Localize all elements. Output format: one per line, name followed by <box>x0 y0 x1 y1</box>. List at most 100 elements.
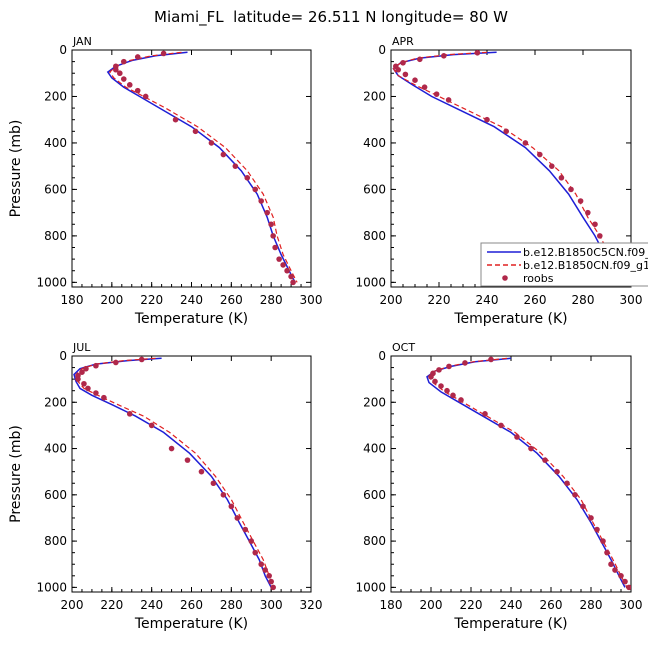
obs-point <box>270 233 276 239</box>
obs-point <box>258 561 265 568</box>
obs-point <box>572 492 578 498</box>
obs-point <box>421 84 428 90</box>
obs-point <box>280 262 286 268</box>
x-axis-label: Temperature (K) <box>453 311 567 327</box>
obs-point <box>83 365 89 372</box>
obs-point <box>484 116 490 123</box>
legend-label: roobs <box>523 272 554 285</box>
obs-point <box>612 567 618 573</box>
x-tick-label: 180 <box>61 293 84 307</box>
obs-point <box>604 549 610 556</box>
y-tick-label: 200 <box>363 89 386 103</box>
obs-point <box>432 378 438 385</box>
x-tick-label: 260 <box>220 293 243 307</box>
x-tick-label: 220 <box>140 293 163 307</box>
y-tick-label: 400 <box>44 136 67 150</box>
x-tick-label: 300 <box>620 598 643 612</box>
obs-point <box>597 233 603 239</box>
obs-point <box>400 59 406 66</box>
obs-point <box>270 584 276 591</box>
panel-label: OCT <box>392 341 415 354</box>
plot-frame <box>71 49 312 288</box>
x-tick-label: 240 <box>476 293 499 307</box>
obs-point <box>542 457 548 463</box>
obs-point <box>117 70 123 77</box>
obs-point <box>126 411 133 417</box>
obs-point <box>120 58 127 65</box>
obs-point <box>168 445 175 452</box>
obs-point <box>592 221 598 228</box>
y-tick-label: 1000 <box>36 275 67 289</box>
obs-point <box>244 174 251 181</box>
panel-apr: 200 220 240 260 280 300 0 200 400 600 800 1000 Tempe… <box>355 35 648 327</box>
x-tick-label: 200 <box>100 293 123 307</box>
x-tick-label: 240 <box>500 598 523 612</box>
obs-point <box>417 56 423 63</box>
obs-point <box>585 209 591 216</box>
obs-point <box>290 279 296 286</box>
obs-point <box>160 50 167 57</box>
obs-point <box>198 468 205 475</box>
legend-box <box>480 242 648 287</box>
x-tick-label: 220 <box>100 598 123 612</box>
panel-jan: 180 200 220 240 260 280 300 0 200 400 600 800 1000 Te… <box>8 35 322 327</box>
obs-point <box>395 66 402 73</box>
y-tick-label: 0 <box>378 349 386 363</box>
y-tick-label: 200 <box>44 89 67 103</box>
series-line-model2 <box>75 357 274 588</box>
x-tick-label: 300 <box>620 293 643 307</box>
obs-point <box>248 538 255 544</box>
obs-point <box>192 128 199 135</box>
obs-point <box>264 209 270 216</box>
y-tick-label: 600 <box>44 488 67 502</box>
obs-point <box>402 71 409 78</box>
x-axis-label: Temperature (K) <box>453 616 567 632</box>
obs-point <box>458 397 464 403</box>
obs-point <box>252 549 259 556</box>
obs-point <box>93 390 99 396</box>
x-tick-label: 200 <box>380 293 403 307</box>
obs-point <box>498 422 504 429</box>
panel-label: APR <box>392 35 414 48</box>
x-tick-label: 260 <box>524 293 547 307</box>
x-tick-label: 240 <box>180 293 203 307</box>
obs-point <box>568 186 574 193</box>
obs-point <box>450 392 456 399</box>
legend-label: b.e12.B1850C5CN.f09_g16.prein <box>523 246 648 259</box>
obs-point <box>462 360 468 366</box>
obs-point <box>446 363 452 370</box>
panel-jul: 200 220 240 260 280 300 320 0 200 400 600 800 1000 Te… <box>8 341 322 632</box>
x-tick-label: 220 <box>428 293 451 307</box>
x-tick-label: 300 <box>260 598 283 612</box>
obs-point <box>220 151 227 158</box>
x-tick-label: 300 <box>300 293 323 307</box>
series-line-model1 <box>426 357 626 588</box>
y-tick-label: 800 <box>44 534 67 548</box>
obs-point <box>284 267 290 274</box>
obs-point <box>577 198 584 204</box>
y-tick-label: 0 <box>378 43 386 57</box>
obs-point <box>558 174 565 181</box>
obs-point <box>252 186 259 193</box>
obs-point <box>474 50 481 56</box>
obs-point <box>445 97 452 103</box>
obs-point <box>232 163 239 169</box>
x-tick-label: 200 <box>61 598 84 612</box>
series-line-model1 <box>106 51 296 283</box>
x-tick-label: 200 <box>420 598 443 612</box>
y-axis-label: Pressure (mb) <box>8 120 24 218</box>
y-tick-label: 0 <box>59 43 67 57</box>
obs-point <box>120 76 127 82</box>
y-tick-label: 0 <box>59 349 67 363</box>
obs-point <box>220 492 227 498</box>
obs-point <box>503 128 510 135</box>
obs-point <box>428 374 434 380</box>
panel-oct: 180 200 220 240 260 280 300 0 200 400 600 800 1000 Te… <box>355 341 642 632</box>
legend-symbol-dot <box>502 275 508 281</box>
obs-point <box>79 369 85 375</box>
obs-point <box>272 244 278 251</box>
x-tick-label: 260 <box>180 598 203 612</box>
obs-point <box>268 578 274 585</box>
x-tick-label: 280 <box>260 293 283 307</box>
obs-point <box>288 273 294 280</box>
